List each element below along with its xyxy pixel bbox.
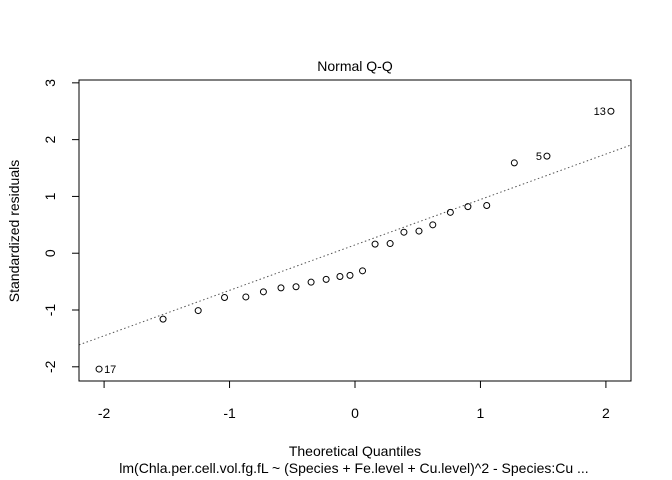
data-point — [221, 294, 229, 302]
data-point — [322, 275, 330, 283]
data-point — [429, 221, 437, 229]
data-point — [446, 208, 454, 216]
data-point — [277, 284, 285, 292]
chart-title: Normal Q-Q — [317, 58, 393, 74]
plot-frame — [78, 79, 632, 382]
data-point — [95, 365, 103, 373]
x-tick-label: -1 — [223, 405, 236, 421]
data-point — [464, 203, 472, 211]
y-tick-label: -1 — [42, 304, 58, 317]
data-point — [371, 240, 379, 248]
data-point — [292, 283, 300, 291]
data-point — [336, 273, 344, 281]
y-axis-label: Standardized residuals — [6, 160, 22, 302]
y-tick-label: 0 — [42, 249, 58, 257]
data-point — [543, 152, 551, 160]
y-tick-label: 1 — [42, 192, 58, 200]
reference-line-layer — [78, 144, 632, 346]
point-id-label: 17 — [104, 364, 116, 376]
data-point — [159, 315, 167, 323]
y-tick-label: 2 — [42, 136, 58, 144]
x-tick-label: 1 — [477, 405, 485, 421]
data-point — [510, 159, 518, 167]
point-labels-layer: 17 5 13 — [104, 106, 606, 376]
points-layer — [95, 107, 615, 373]
point-id-label: 13 — [594, 106, 606, 118]
data-point — [259, 288, 267, 296]
y-axis: -2 -1 0 1 2 3 — [42, 79, 80, 373]
point-id-label: 5 — [536, 151, 542, 163]
x-axis-label: Theoretical Quantiles — [289, 443, 421, 459]
data-point — [242, 293, 250, 301]
data-point — [359, 267, 367, 275]
x-tick-label: 2 — [602, 405, 610, 421]
data-point — [400, 228, 408, 236]
y-tick-label: -2 — [42, 360, 58, 373]
data-point — [346, 271, 354, 279]
data-point — [307, 278, 315, 286]
data-point — [194, 307, 202, 315]
x-tick-label: 0 — [351, 405, 359, 421]
data-point — [415, 227, 423, 235]
data-point — [386, 240, 394, 248]
data-point — [607, 107, 615, 115]
x-axis: -2 -1 0 1 2 — [98, 380, 610, 421]
y-tick-label: 3 — [42, 79, 58, 87]
model-formula: lm(Chla.per.cell.vol.fg.fL ~ (Species + … — [119, 460, 588, 476]
x-tick-label: -2 — [98, 405, 111, 421]
qq-reference-line — [78, 144, 632, 346]
data-point — [483, 202, 491, 210]
